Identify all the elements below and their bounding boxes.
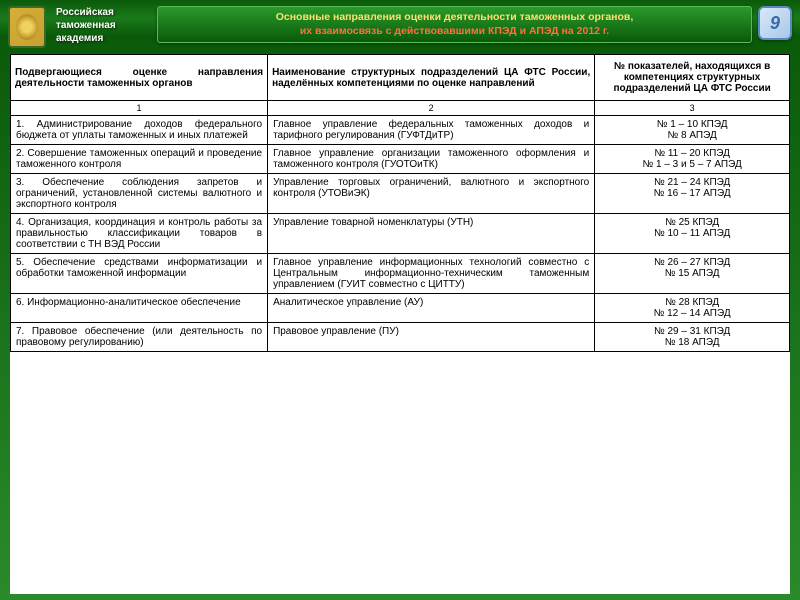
- table-row: 7. Правовое обеспечение (или деятельност…: [11, 323, 790, 352]
- cell-indicators: № 28 КПЭД № 12 – 14 АПЭД: [595, 294, 790, 323]
- col-header-2: Наименование структурных подразделений Ц…: [268, 55, 595, 101]
- cell-indicators: № 11 – 20 КПЭД № 1 – 3 и 5 – 7 АПЭД: [595, 145, 790, 174]
- table-header-row: Подвергающиеся оценке направления деятел…: [11, 55, 790, 101]
- indicator-line: № 28 КПЭД: [600, 297, 784, 308]
- table-row: 3. Обеспечение соблюдения запретов и огр…: [11, 174, 790, 214]
- indicator-line: № 25 КПЭД: [600, 217, 784, 228]
- indicator-line: № 12 – 14 АПЭД: [600, 308, 784, 319]
- indicator-line: № 11 – 20 КПЭД: [600, 148, 784, 159]
- indicator-line: № 26 – 27 КПЭД: [600, 257, 784, 268]
- cell-direction: 7. Правовое обеспечение (или деятельност…: [11, 323, 268, 352]
- main-table: Подвергающиеся оценке направления деятел…: [10, 54, 790, 352]
- indicator-line: № 29 – 31 КПЭД: [600, 326, 784, 337]
- cell-direction: 5. Обеспечение средствами информатизации…: [11, 254, 268, 294]
- indicator-line: № 18 АПЭД: [600, 337, 784, 348]
- cell-unit: Главное управление организации таможенно…: [268, 145, 595, 174]
- cell-indicators: № 25 КПЭД № 10 – 11 АПЭД: [595, 214, 790, 254]
- indicator-line: № 1 – 3 и 5 – 7 АПЭД: [600, 159, 784, 170]
- table-body: 1. Администрирование доходов федеральног…: [11, 116, 790, 352]
- colnum-3: 3: [595, 101, 790, 116]
- cell-direction: 2. Совершение таможенных операций и пров…: [11, 145, 268, 174]
- org-line2: таможенная: [56, 20, 116, 31]
- cell-unit: Главное управление информационных технол…: [268, 254, 595, 294]
- table-row: 6. Информационно-аналитическое обеспечен…: [11, 294, 790, 323]
- cell-indicators: № 26 – 27 КПЭД № 15 АПЭД: [595, 254, 790, 294]
- slide-number: 9: [758, 6, 792, 40]
- indicator-line: № 1 – 10 КПЭД: [600, 119, 784, 130]
- indicator-line: № 15 АПЭД: [600, 268, 784, 279]
- cell-indicators: № 1 – 10 КПЭД № 8 АПЭД: [595, 116, 790, 145]
- indicator-line: № 10 – 11 АПЭД: [600, 228, 784, 239]
- emblem-icon: [8, 6, 46, 48]
- title-line2: их взаимосвязь с действовавшими КПЭД и А…: [166, 25, 743, 39]
- org-name: Российская таможенная академия: [56, 6, 151, 45]
- org-line1: Российская: [56, 7, 114, 18]
- table-row: 5. Обеспечение средствами информатизации…: [11, 254, 790, 294]
- title-box: Основные направления оценки деятельности…: [157, 6, 752, 43]
- cell-indicators: № 29 – 31 КПЭД № 18 АПЭД: [595, 323, 790, 352]
- table-row: 1. Администрирование доходов федеральног…: [11, 116, 790, 145]
- cell-unit: Главное управление федеральных таможенны…: [268, 116, 595, 145]
- org-line3: академия: [56, 33, 103, 44]
- indicator-line: № 21 – 24 КПЭД: [600, 177, 784, 188]
- indicator-line: № 8 АПЭД: [600, 130, 784, 141]
- content-panel: Подвергающиеся оценке направления деятел…: [10, 54, 790, 594]
- cell-unit: Аналитическое управление (АУ): [268, 294, 595, 323]
- cell-direction: 4. Организация, координация и контроль р…: [11, 214, 268, 254]
- colnum-2: 2: [268, 101, 595, 116]
- cell-direction: 3. Обеспечение соблюдения запретов и огр…: [11, 174, 268, 214]
- cell-direction: 6. Информационно-аналитическое обеспечен…: [11, 294, 268, 323]
- cell-unit: Управление товарной номенклатуры (УТН): [268, 214, 595, 254]
- cell-unit: Управление торговых ограничений, валютно…: [268, 174, 595, 214]
- cell-indicators: № 21 – 24 КПЭД № 16 – 17 АПЭД: [595, 174, 790, 214]
- slide-header: Российская таможенная академия Основные …: [0, 0, 800, 52]
- title-line1: Основные направления оценки деятельности…: [166, 11, 743, 25]
- cell-direction: 1. Администрирование доходов федеральног…: [11, 116, 268, 145]
- table-row: 2. Совершение таможенных операций и пров…: [11, 145, 790, 174]
- col-header-1: Подвергающиеся оценке направления деятел…: [11, 55, 268, 101]
- col-header-3: № показателей, находящихся в компетенция…: [595, 55, 790, 101]
- table-colnum-row: 1 2 3: [11, 101, 790, 116]
- indicator-line: № 16 – 17 АПЭД: [600, 188, 784, 199]
- colnum-1: 1: [11, 101, 268, 116]
- cell-unit: Правовое управление (ПУ): [268, 323, 595, 352]
- table-row: 4. Организация, координация и контроль р…: [11, 214, 790, 254]
